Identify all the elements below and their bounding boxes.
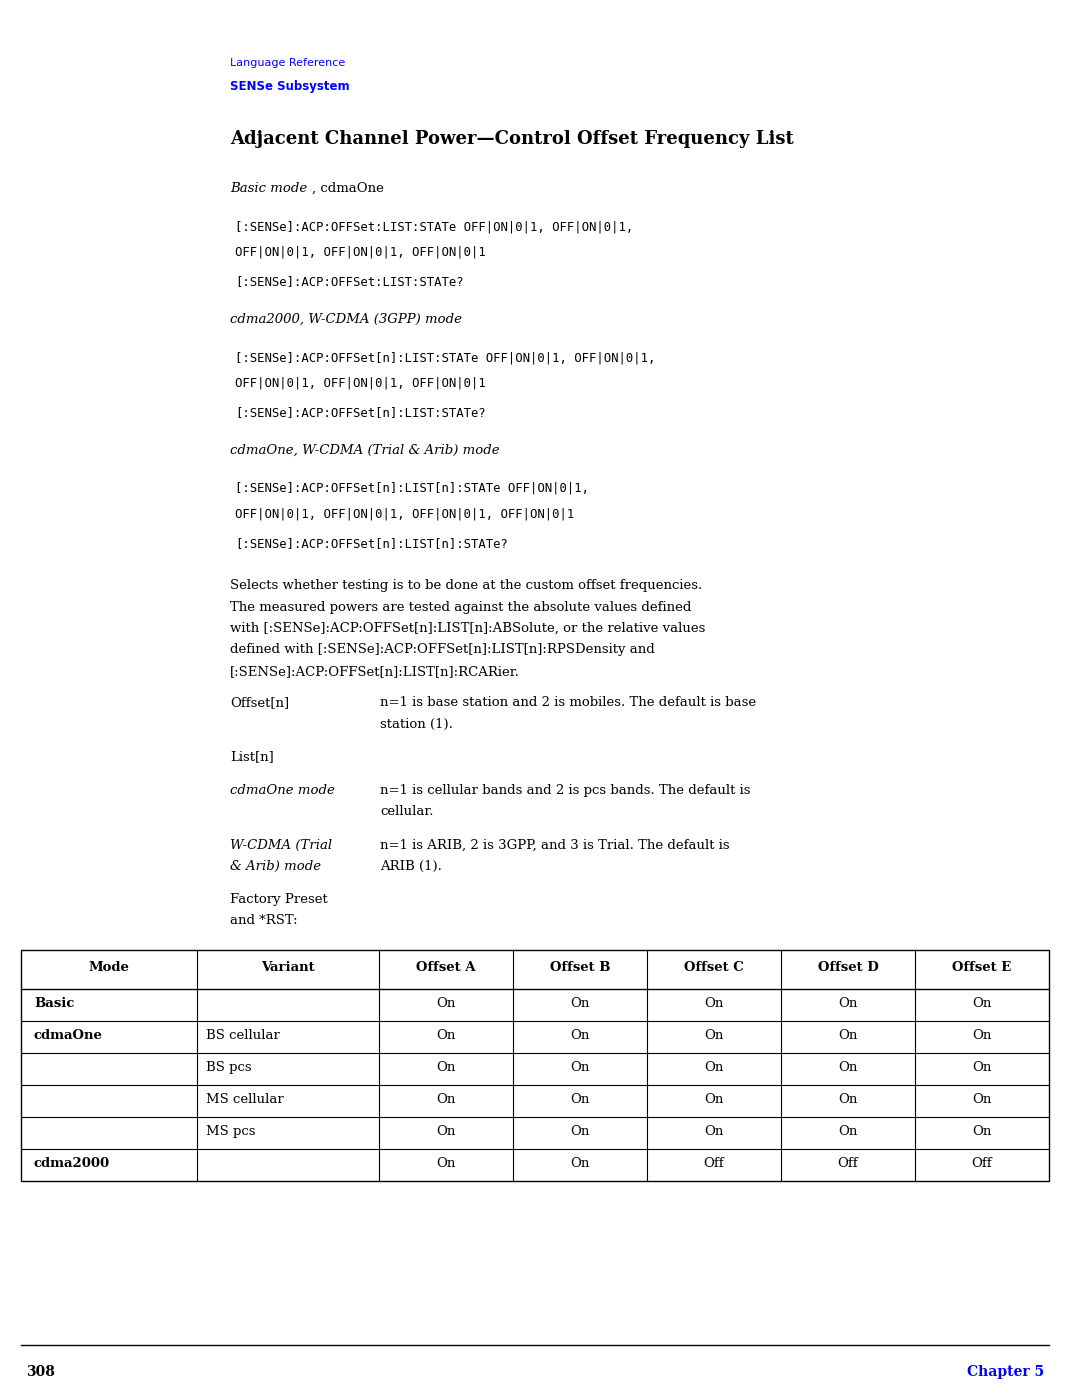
Text: OFF|ON|0|1, OFF|ON|0|1, OFF|ON|0|1: OFF|ON|0|1, OFF|ON|0|1, OFF|ON|0|1 [235,246,486,258]
Text: Language Reference: Language Reference [230,59,346,68]
Text: n=1 is cellular bands and 2 is pcs bands. The default is: n=1 is cellular bands and 2 is pcs bands… [380,784,751,798]
Text: Offset A: Offset A [416,961,475,974]
Text: & Arib) mode: & Arib) mode [230,861,321,873]
Text: cdma2000, W-CDMA (3GPP) mode: cdma2000, W-CDMA (3GPP) mode [230,313,462,326]
Text: On: On [570,1158,590,1171]
Text: Basic mode: Basic mode [230,182,307,196]
Text: Basic: Basic [33,997,75,1010]
Text: On: On [570,1126,590,1139]
Text: Off: Off [703,1158,725,1171]
Text: [:SENSe]:ACP:OFFSet:LIST:STATe OFF|ON|0|1, OFF|ON|0|1,: [:SENSe]:ACP:OFFSet:LIST:STATe OFF|ON|0|… [235,219,633,233]
Text: Adjacent Channel Power—Control Offset Frequency List: Adjacent Channel Power—Control Offset Fr… [230,130,794,148]
Text: On: On [838,1094,858,1106]
Text: On: On [838,1030,858,1042]
Text: cdmaOne mode: cdmaOne mode [230,784,335,798]
Text: On: On [838,1062,858,1074]
Text: OFF|ON|0|1, OFF|ON|0|1, OFF|ON|0|1: OFF|ON|0|1, OFF|ON|0|1, OFF|ON|0|1 [235,377,486,390]
Text: On: On [436,1094,456,1106]
Text: On: On [838,1126,858,1139]
Text: Chapter 5: Chapter 5 [967,1365,1044,1379]
Text: On: On [436,1030,456,1042]
Text: SENSe Subsystem: SENSe Subsystem [230,80,350,94]
Text: On: On [704,1030,724,1042]
Text: On: On [972,1126,991,1139]
Text: On: On [436,997,456,1010]
Text: W-CDMA (Trial: W-CDMA (Trial [230,838,333,852]
Bar [21,950,1049,1180]
Text: Off: Off [972,1158,993,1171]
Text: On: On [972,1062,991,1074]
Text: 308: 308 [26,1365,55,1379]
Text: , cdmaOne: , cdmaOne [312,182,383,196]
Text: On: On [972,997,991,1010]
Text: Variant: Variant [261,961,314,974]
Text: Offset E: Offset E [953,961,1012,974]
Text: cellular.: cellular. [380,806,433,819]
Text: On: On [570,1062,590,1074]
Text: Offset D: Offset D [818,961,878,974]
Text: and *RST:: and *RST: [230,915,298,928]
Text: On: On [972,1030,991,1042]
Text: On: On [570,997,590,1010]
Text: [:SENSe]:ACP:OFFSet[n]:LIST:STATe?: [:SENSe]:ACP:OFFSet[n]:LIST:STATe? [235,407,486,419]
Text: BS pcs: BS pcs [206,1062,252,1074]
Text: On: On [570,1094,590,1106]
Text: On: On [436,1126,456,1139]
Text: On: On [436,1158,456,1171]
Text: OFF|ON|0|1, OFF|ON|0|1, OFF|ON|0|1, OFF|ON|0|1: OFF|ON|0|1, OFF|ON|0|1, OFF|ON|0|1, OFF|… [235,507,575,521]
Text: [:SENSe]:ACP:OFFSet:LIST:STATe?: [:SENSe]:ACP:OFFSet:LIST:STATe? [235,275,463,288]
Text: On: On [436,1062,456,1074]
Text: The measured powers are tested against the absolute values defined: The measured powers are tested against t… [230,601,691,613]
Text: station (1).: station (1). [380,718,453,731]
Text: ARIB (1).: ARIB (1). [380,861,442,873]
Text: Mode: Mode [89,961,130,974]
Text: On: On [704,1062,724,1074]
Text: cdmaOne, W-CDMA (Trial & Arib) mode: cdmaOne, W-CDMA (Trial & Arib) mode [230,444,500,457]
Text: n=1 is ARIB, 2 is 3GPP, and 3 is Trial. The default is: n=1 is ARIB, 2 is 3GPP, and 3 is Trial. … [380,838,730,852]
Text: On: On [972,1094,991,1106]
Text: MS pcs: MS pcs [206,1126,256,1139]
Text: Offset C: Offset C [684,961,744,974]
Text: On: On [704,1126,724,1139]
Text: [:SENSe]:ACP:OFFSet[n]:LIST[n]:STATe OFF|ON|0|1,: [:SENSe]:ACP:OFFSet[n]:LIST[n]:STATe OFF… [235,482,589,495]
Text: On: On [570,1030,590,1042]
Text: Offset B: Offset B [550,961,610,974]
Text: with [:SENSe]:ACP:OFFSet[n]:LIST[n]:ABSolute, or the relative values: with [:SENSe]:ACP:OFFSet[n]:LIST[n]:ABSo… [230,622,705,636]
Text: defined with [:SENSe]:ACP:OFFSet[n]:LIST[n]:RPSDensity and: defined with [:SENSe]:ACP:OFFSet[n]:LIST… [230,644,654,657]
Text: [:SENSe]:ACP:OFFSet[n]:LIST[n]:STATe?: [:SENSe]:ACP:OFFSet[n]:LIST[n]:STATe? [235,536,508,550]
Text: Selects whether testing is to be done at the custom offset frequencies.: Selects whether testing is to be done at… [230,578,702,592]
Text: On: On [704,1094,724,1106]
Text: cdmaOne: cdmaOne [33,1030,103,1042]
Text: Offset[n]: Offset[n] [230,697,289,710]
Text: [:SENSe]:ACP:OFFSet[n]:LIST[n]:RCARier.: [:SENSe]:ACP:OFFSet[n]:LIST[n]:RCARier. [230,665,519,678]
Text: n=1 is base station and 2 is mobiles. The default is base: n=1 is base station and 2 is mobiles. Th… [380,697,756,710]
Text: BS cellular: BS cellular [206,1030,280,1042]
Text: Factory Preset: Factory Preset [230,893,327,907]
Text: Off: Off [838,1158,859,1171]
Text: On: On [704,997,724,1010]
Text: [:SENSe]:ACP:OFFSet[n]:LIST:STATe OFF|ON|0|1, OFF|ON|0|1,: [:SENSe]:ACP:OFFSet[n]:LIST:STATe OFF|ON… [235,351,656,365]
Text: On: On [838,997,858,1010]
Text: cdma2000: cdma2000 [33,1158,110,1171]
Text: MS cellular: MS cellular [206,1094,284,1106]
Text: List[n]: List[n] [230,750,273,763]
